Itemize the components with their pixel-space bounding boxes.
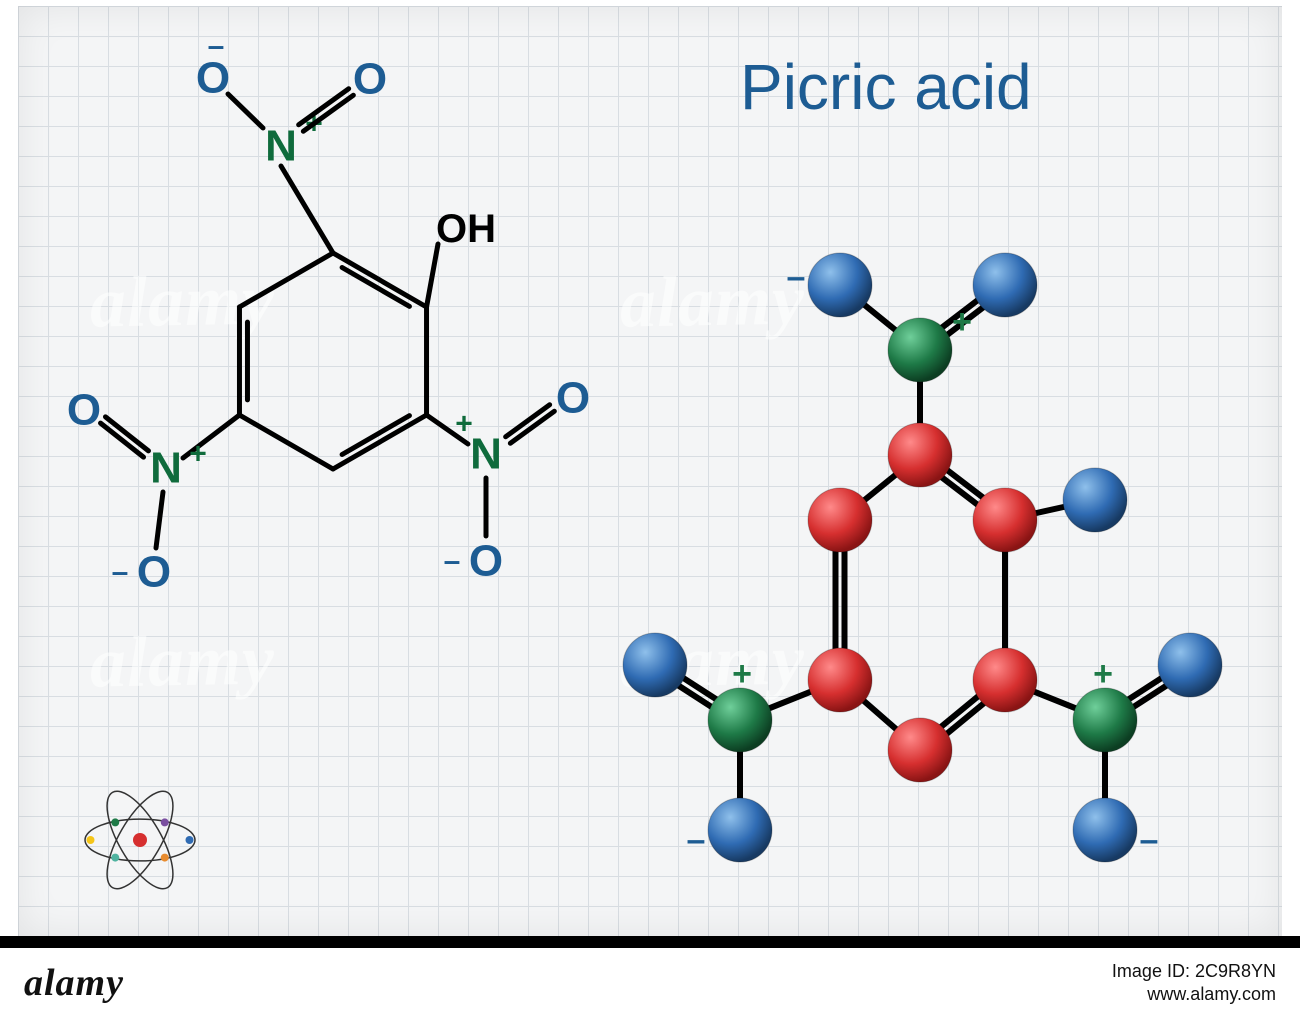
svg-text:–: – [208, 30, 225, 63]
svg-text:O: O [556, 374, 590, 423]
image-id: 2C9R8YN [1195, 961, 1276, 981]
svg-text:–: – [687, 821, 706, 859]
structural-formula: OHN+OO–N+OO–N+OO– [18, 6, 658, 646]
svg-text:+: + [732, 655, 752, 693]
svg-text:–: – [112, 556, 129, 589]
page-root: alamy alamy alamy alamy alamy Picric aci… [0, 0, 1300, 1018]
svg-text:N: N [470, 430, 502, 479]
image-id-label: Image ID: [1112, 961, 1195, 981]
svg-text:–: – [787, 258, 806, 296]
atom-logo-icon [60, 760, 220, 920]
svg-text:N: N [150, 444, 182, 493]
footer: alamy Image ID: 2C9R8YN www.alamy.com [0, 948, 1300, 1018]
ball-stick-model: + + + – – – [600, 200, 1280, 920]
svg-text:O: O [469, 537, 503, 586]
svg-text:O: O [67, 386, 101, 435]
svg-text:+: + [455, 408, 473, 441]
footer-brand: alamy [24, 961, 124, 1005]
svg-text:N: N [265, 122, 297, 171]
footer-meta: Image ID: 2C9R8YN www.alamy.com [1112, 960, 1276, 1007]
svg-text:OH: OH [436, 207, 496, 251]
svg-text:–: – [1140, 821, 1159, 859]
svg-text:O: O [353, 55, 387, 104]
svg-text:–: – [444, 545, 461, 578]
footer-url: www.alamy.com [1112, 983, 1276, 1006]
svg-text:+: + [1093, 655, 1113, 693]
svg-text:O: O [137, 548, 171, 597]
svg-text:+: + [952, 303, 972, 341]
compound-title: Picric acid [740, 50, 1032, 124]
svg-text:+: + [189, 438, 207, 471]
